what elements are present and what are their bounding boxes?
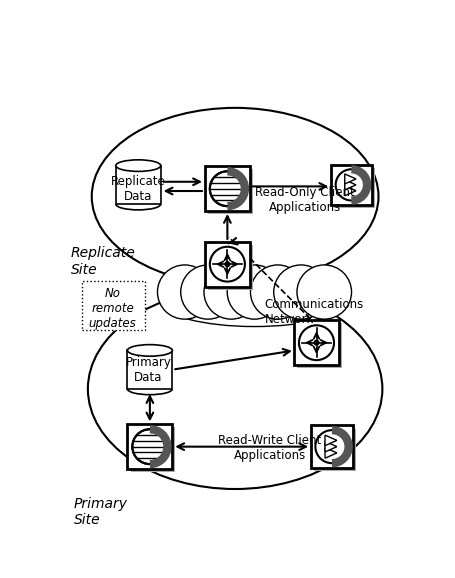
Circle shape	[274, 265, 328, 319]
Ellipse shape	[116, 160, 161, 172]
Text: Replicate
Data: Replicate Data	[111, 175, 166, 203]
Circle shape	[227, 265, 282, 319]
Text: Read-Only Client
Applications: Read-Only Client Applications	[255, 186, 355, 214]
Text: Replicate
Site: Replicate Site	[71, 246, 136, 277]
Circle shape	[315, 430, 349, 463]
Text: Communications
Network: Communications Network	[264, 298, 364, 326]
FancyBboxPatch shape	[82, 281, 145, 331]
Text: Primary
Data: Primary Data	[126, 355, 171, 384]
Circle shape	[299, 325, 334, 360]
Ellipse shape	[127, 344, 172, 356]
Bar	[208, 169, 253, 214]
Bar	[205, 242, 250, 287]
Circle shape	[225, 262, 230, 266]
Text: Primary
Site: Primary Site	[74, 497, 128, 527]
Circle shape	[204, 265, 258, 319]
Circle shape	[181, 265, 235, 319]
Bar	[205, 166, 250, 211]
Polygon shape	[345, 186, 356, 196]
Polygon shape	[345, 180, 356, 190]
Text: No
remote
updates: No remote updates	[89, 287, 136, 329]
Circle shape	[336, 169, 367, 201]
Polygon shape	[325, 435, 337, 446]
Bar	[314, 428, 356, 471]
Bar	[334, 168, 374, 208]
Bar	[311, 425, 354, 468]
Polygon shape	[325, 447, 337, 458]
Circle shape	[297, 265, 352, 319]
Bar	[127, 350, 172, 389]
Bar	[294, 320, 339, 365]
Bar	[116, 166, 161, 204]
Text: Read-Write Client
Applications: Read-Write Client Applications	[218, 434, 322, 462]
Circle shape	[132, 429, 167, 464]
Bar	[131, 427, 176, 472]
Circle shape	[250, 265, 305, 319]
Circle shape	[210, 171, 245, 206]
Circle shape	[314, 340, 319, 345]
Polygon shape	[325, 442, 337, 452]
Bar	[127, 424, 172, 469]
Ellipse shape	[162, 277, 348, 327]
Circle shape	[157, 265, 212, 319]
Bar	[297, 324, 342, 368]
Bar	[208, 245, 253, 290]
Bar	[331, 165, 372, 205]
Polygon shape	[345, 174, 356, 184]
Circle shape	[210, 247, 245, 281]
